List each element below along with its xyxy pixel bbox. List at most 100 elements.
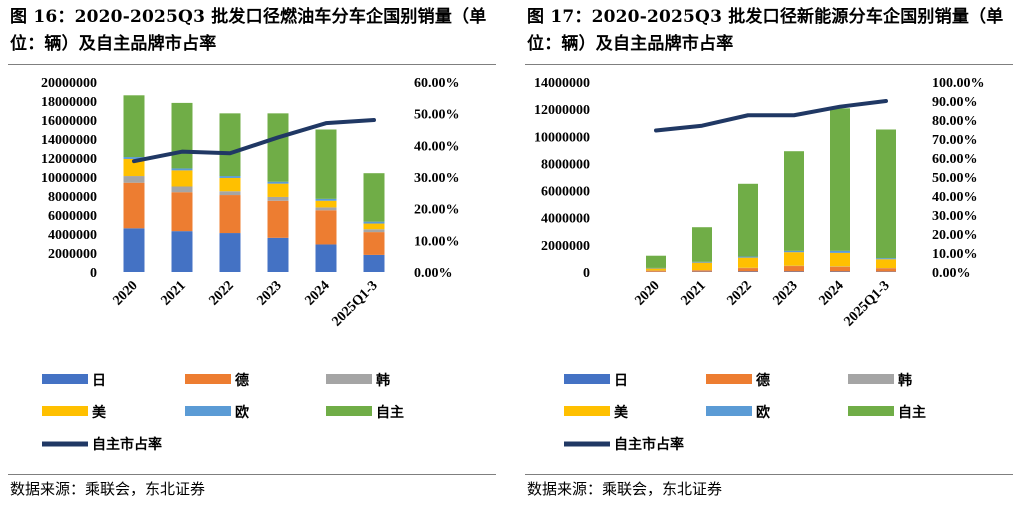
bar-segment [171, 102, 193, 169]
bar-segment [171, 192, 193, 232]
bar-segment [363, 221, 385, 224]
bar-segment [315, 198, 337, 201]
bar-segment [830, 252, 850, 267]
bar-segment [219, 191, 241, 196]
legend-label: 德 [235, 372, 249, 389]
bar-segment [267, 183, 289, 197]
y-tick-label: 10000000 [41, 171, 97, 186]
y2-tick-label: 10.00% [932, 247, 978, 262]
y2-tick-label: 80.00% [932, 114, 978, 129]
bar-segment [219, 233, 241, 272]
y-tick-label: 2000000 [48, 247, 97, 262]
y-tick-label: 4000000 [541, 212, 590, 227]
legend-label: 自主 [376, 404, 404, 421]
legend-swatch [848, 406, 894, 416]
y-tick-label: 4000000 [48, 228, 97, 243]
bar-segment [646, 267, 666, 269]
legend-label: 自主市占率 [614, 436, 684, 453]
bar-segment [219, 113, 241, 177]
bar-segment [692, 261, 712, 263]
y2-tick-label: 10.00% [414, 234, 460, 249]
legend-label: 韩 [376, 372, 390, 389]
bar-segment [738, 268, 758, 272]
bar-segment [830, 108, 850, 251]
bar-segment [363, 254, 385, 272]
y2-tick-label: 40.00% [932, 190, 978, 205]
bar-segment [876, 258, 896, 260]
share-line [654, 99, 888, 133]
y-tick-label: 2000000 [541, 239, 590, 254]
x-tick-label: 2020 [632, 278, 662, 308]
y2-tick-label: 0.00% [932, 266, 971, 281]
data-source: 数据来源：乘联会，东北证券 [527, 480, 723, 498]
legend-swatch [326, 406, 372, 416]
x-tick-label: 2025Q1-3 [842, 278, 893, 329]
bar-segment [646, 270, 666, 272]
bar-segment [267, 237, 289, 272]
y-tick-label: 16000000 [41, 114, 97, 129]
bar-segment [267, 200, 289, 238]
bar-segment [738, 256, 758, 258]
legend-label: 欧 [756, 404, 770, 421]
legend-swatch [706, 406, 752, 416]
bar-segment [784, 271, 804, 272]
share-line [132, 118, 376, 164]
x-tick-label: 2023 [254, 278, 284, 308]
title-divider [8, 64, 496, 65]
y-tick-label: 14000000 [534, 76, 590, 91]
y-tick-label: 20000000 [41, 76, 97, 91]
bar-segment [171, 170, 193, 187]
bar-segment [876, 129, 896, 259]
y2-tick-label: 40.00% [414, 139, 460, 154]
y2-tick-label: 50.00% [932, 171, 978, 186]
y-tick-label: 8000000 [541, 157, 590, 172]
legend-label: 日 [92, 373, 106, 389]
bar-segment [738, 183, 758, 257]
y-tick-label: 12000000 [534, 103, 590, 118]
y-tick-label: 0 [90, 266, 97, 281]
fuel-chart-svg: 0 2000000 4000000 6000000 8000000 10000000 120… [41, 76, 460, 453]
x-tick-label: 2023 [770, 278, 800, 308]
bar-segment [363, 223, 385, 230]
y-tick-label: 10000000 [534, 130, 590, 145]
nev-chart-svg: 0 2000000 4000000 6000000 8000000 10000000 120… [534, 76, 985, 453]
x-tick-label: 2024 [816, 278, 846, 308]
bar-segment [363, 232, 385, 255]
bar-segment [123, 176, 145, 183]
x-tick-label: 2022 [206, 278, 236, 308]
x-tick-label: 2024 [302, 278, 332, 308]
bar-segment [171, 186, 193, 193]
y2-tick-label: 20.00% [932, 228, 978, 243]
x-tick-label: 2021 [678, 278, 708, 308]
bar-segment [738, 257, 758, 268]
y-tick-label: 12000000 [41, 152, 97, 167]
legend-swatch [326, 374, 372, 384]
bar-segment [267, 113, 289, 182]
legend-label: 自主市占率 [92, 436, 162, 453]
bar-segment [123, 228, 145, 272]
bar-segment [315, 244, 337, 272]
bar-segment [363, 173, 385, 222]
legend-swatch [185, 374, 231, 384]
chart-title: 图 17：2020-2025Q3 批发口径新能源分车企国别销量（单位：辆）及自主… [527, 7, 1004, 54]
bar-segment [315, 200, 337, 208]
legend-swatch [564, 374, 610, 384]
y-tick-label: 6000000 [541, 185, 590, 200]
bar-segment [171, 168, 193, 171]
source-divider [525, 474, 1013, 475]
y2-tick-label: 0.00% [414, 266, 453, 281]
bar-segment [692, 270, 712, 272]
x-tick-label: 2025Q1-3 [330, 278, 381, 329]
legend-swatch [42, 406, 88, 416]
bar-segment [219, 195, 241, 234]
bar-segment [784, 151, 804, 251]
data-source: 数据来源：乘联会，东北证券 [10, 480, 206, 498]
x-tick-label: 2020 [110, 278, 140, 308]
chart-panel-nev: 图 17：2020-2025Q3 批发口径新能源分车企国别销量（单位：辆）及自主… [517, 0, 1017, 505]
bar-segment [738, 271, 758, 272]
y-tick-label: 8000000 [48, 190, 97, 205]
chart-panel-fuel: 图 16：2020-2025Q3 批发口径燃油车分车企国别销量（单位：辆）及自主… [0, 0, 500, 505]
bar-segment [315, 207, 337, 211]
bar-segment [123, 158, 145, 177]
bar-segment [123, 95, 145, 158]
